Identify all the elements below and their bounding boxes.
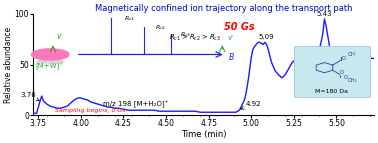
Text: m/z 198 [M+H₂O]⁺: m/z 198 [M+H₂O]⁺ [103,100,168,108]
Text: 4.92: 4.92 [241,101,262,109]
Text: 3.76: 3.76 [20,92,39,101]
X-axis label: Time (min): Time (min) [181,130,226,139]
Text: v': v' [228,35,233,41]
Text: 50 Gs: 50 Gs [224,22,255,32]
Text: $R_{c1}$: $R_{c1}$ [124,14,135,23]
Text: M=180 Da: M=180 Da [315,89,349,94]
Y-axis label: Relative abundance: Relative abundance [4,27,13,103]
Text: 5.09: 5.09 [259,34,274,40]
Text: $R_{c2}$: $R_{c2}$ [155,23,166,32]
Text: v: v [56,32,61,41]
Text: O: O [340,70,344,75]
Text: OH: OH [348,52,356,57]
Text: O: O [342,56,346,61]
Text: 5.43: 5.43 [317,11,332,17]
Text: $R_{c1}$ > $R_{c2}$ > $R_{c3}$: $R_{c1}$ > $R_{c2}$ > $R_{c3}$ [169,33,221,43]
Text: O: O [344,75,348,80]
Text: [M+W]⁺: [M+W]⁺ [35,63,63,70]
Text: B: B [229,53,234,62]
Text: $R_{c3}$: $R_{c3}$ [180,30,191,39]
Ellipse shape [37,60,64,63]
FancyBboxPatch shape [294,46,370,97]
Text: Sampling begins, 0 Gs: Sampling begins, 0 Gs [55,108,126,113]
Circle shape [31,49,69,60]
Text: Magnetically confined ion trajectory along the transport path: Magnetically confined ion trajectory alo… [94,4,352,13]
Text: CH₃: CH₃ [348,78,358,83]
